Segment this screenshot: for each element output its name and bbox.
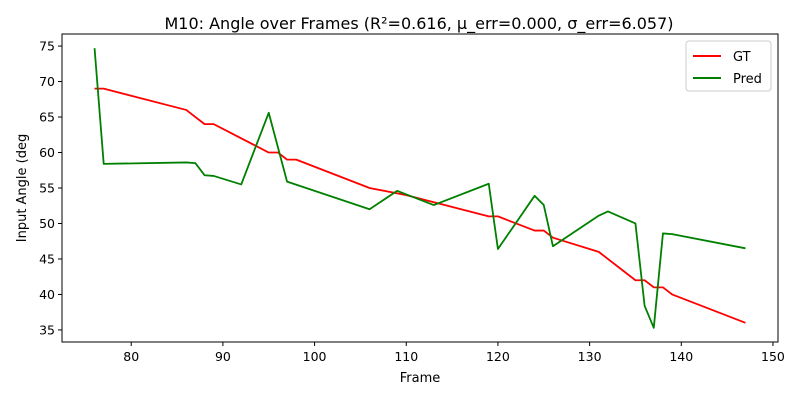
legend-pred-label: Pred [733, 72, 762, 87]
y-tick-label: 50 [39, 216, 55, 231]
x-tick-label: 120 [486, 349, 510, 364]
x-tick-label: 150 [761, 349, 785, 364]
x-tick-label: 110 [394, 349, 418, 364]
y-tick-label: 35 [39, 322, 55, 337]
y-tick-label: 60 [39, 145, 55, 160]
y-axis: 35 40 45 50 55 60 65 70 75 [39, 39, 62, 337]
x-tick-label: 90 [215, 349, 231, 364]
series-line-pred [93, 48, 746, 329]
series-line-gt [94, 87, 746, 324]
plot-area [93, 48, 746, 329]
x-tick-label: 80 [123, 349, 139, 364]
x-tick-label: 130 [578, 349, 602, 364]
y-tick-label: 70 [39, 74, 55, 89]
plot-frame [61, 33, 779, 343]
y-tick-label: 75 [39, 39, 55, 54]
x-tick-label: 100 [303, 349, 327, 364]
x-tick-label: 140 [669, 349, 693, 364]
y-tick-label: 55 [39, 181, 55, 196]
y-tick-label: 40 [39, 287, 55, 302]
x-axis-label: Frame [400, 371, 441, 386]
y-axis-label: Input Angle (deg [15, 134, 30, 243]
y-tick-label: 45 [39, 251, 55, 266]
y-tick-label: 65 [39, 110, 55, 125]
legend: GT Pred [685, 40, 772, 92]
chart-title: M10: Angle over Frames (R²=0.616, μ_err=… [164, 14, 673, 34]
legend-gt-label: GT [733, 50, 751, 65]
x-axis: 80 90 100 110 120 130 140 150 [123, 342, 785, 364]
